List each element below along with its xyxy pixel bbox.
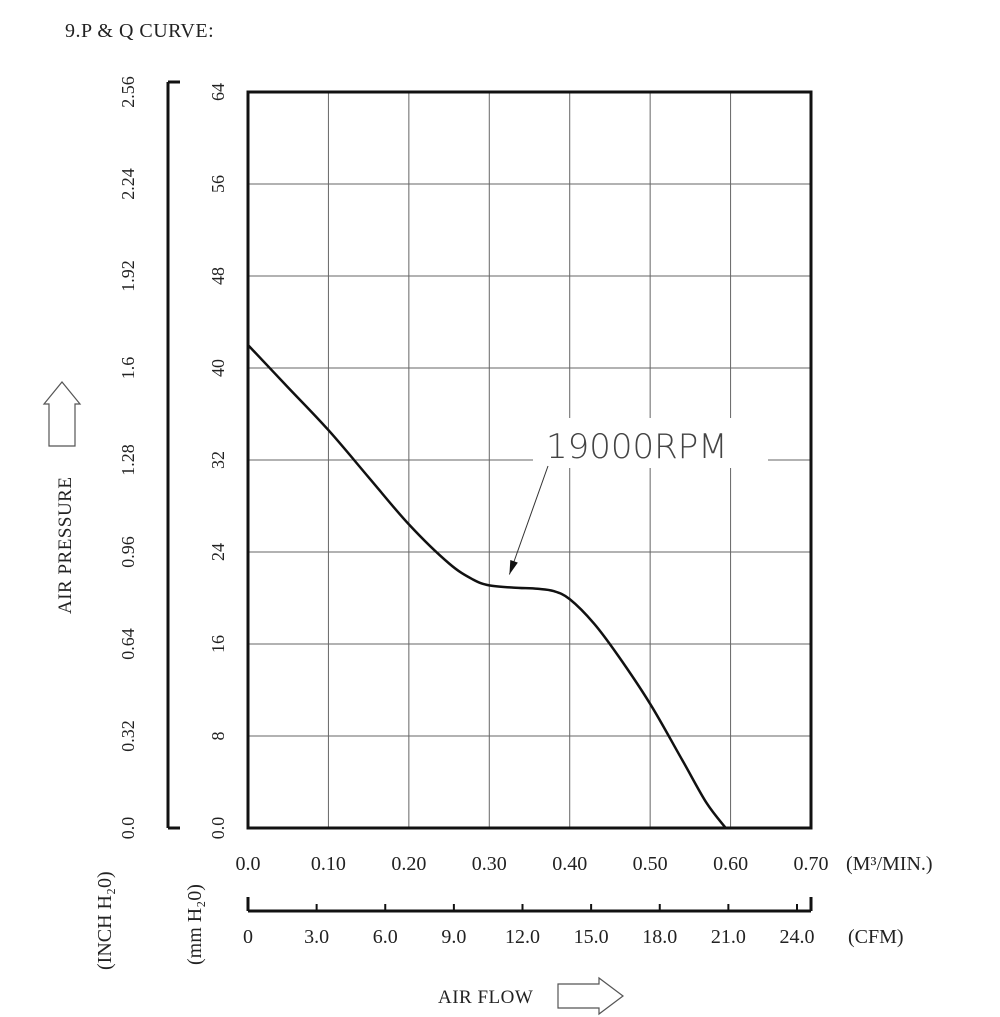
annotation-arrowhead bbox=[509, 559, 518, 575]
y-tick-label-inch: 1.28 bbox=[118, 444, 138, 476]
y-tick-label-inch: 0.64 bbox=[118, 628, 138, 660]
x-unit-cfm: (CFM) bbox=[848, 926, 904, 948]
y-ticks-inch: 0.0 0.32 0.64 0.96 1.28 1.6 1.92 2.24 2.56 bbox=[118, 76, 138, 839]
y-tick-label-mm: 16 bbox=[208, 635, 228, 653]
x-tick-label-m3: 0.30 bbox=[472, 853, 507, 875]
y-tick-label-mm: 64 bbox=[208, 83, 228, 101]
y-tick-label-mm: 40 bbox=[208, 359, 228, 377]
y-tick-label-mm: 32 bbox=[208, 451, 228, 469]
y-tick-label-mm: 24 bbox=[208, 543, 228, 561]
y-tick-label-inch: 0.96 bbox=[118, 536, 138, 568]
y-tick-label-inch: 1.92 bbox=[118, 260, 138, 292]
y-ticks-mm: 0.0 8 16 24 32 40 48 56 64 bbox=[208, 83, 228, 839]
y-tick-label-inch: 0.32 bbox=[118, 720, 138, 752]
y-tick-label-mm: 8 bbox=[208, 732, 228, 741]
y-tick-label-mm: 48 bbox=[208, 267, 228, 285]
y-axis-label: AIR PRESSURE bbox=[55, 477, 76, 614]
y-tick-label-mm: 56 bbox=[208, 175, 228, 193]
x-unit-m3: (M³/MIN.) bbox=[846, 853, 933, 875]
plot-frame bbox=[246, 90, 813, 830]
y-unit-inch: (INCH H₂0) bbox=[94, 871, 116, 970]
y-tick-label-inch: 1.6 bbox=[118, 357, 138, 380]
arrow-up-icon bbox=[42, 381, 82, 447]
x-tick-label-m3: 0.50 bbox=[633, 853, 668, 875]
annotation-leader bbox=[508, 465, 549, 575]
x-tick-label-cfm: 21.0 bbox=[711, 926, 746, 948]
x-tick-label-cfm: 24.0 bbox=[780, 926, 815, 948]
x-tick-label-cfm: 9.0 bbox=[441, 926, 466, 948]
x-tick-label-m3: 0.40 bbox=[552, 853, 587, 875]
x-ticks-cfm: 0 3.0 6.0 9.0 12.0 15.0 18.0 21.0 24.0 bbox=[243, 904, 815, 948]
chart-title: 9.P & Q CURVE: bbox=[65, 20, 214, 42]
arrow-right-icon bbox=[557, 976, 624, 1016]
y-tick-label-inch: 0.0 bbox=[118, 817, 138, 840]
series-line-19000rpm bbox=[247, 344, 727, 829]
x-tick-label-cfm: 18.0 bbox=[642, 926, 677, 948]
x-tick-label-m3: 0.60 bbox=[713, 853, 748, 875]
y-tick-label-mm: 0.0 bbox=[208, 817, 228, 840]
x-tick-label-cfm: 3.0 bbox=[304, 926, 329, 948]
x-tick-label-cfm: 6.0 bbox=[373, 926, 398, 948]
x-tick-label-m3: 0.10 bbox=[311, 853, 346, 875]
x-axis-label: AIR FLOW bbox=[438, 987, 533, 1008]
y-unit-mm: (mm H₂0) bbox=[184, 884, 206, 965]
y-tick-label-inch: 2.56 bbox=[118, 76, 138, 108]
annotation-mask bbox=[533, 418, 768, 468]
x-tick-label-cfm: 0 bbox=[243, 926, 253, 948]
y-tick-label-inch: 2.24 bbox=[118, 168, 138, 200]
x-tick-label-m3: 0.0 bbox=[236, 853, 261, 875]
x-tick-label-m3: 0.70 bbox=[794, 853, 829, 875]
x-ticks-m3: 0.0 0.10 0.20 0.30 0.40 0.50 0.60 0.70 bbox=[236, 853, 829, 875]
x-tick-label-m3: 0.20 bbox=[391, 853, 426, 875]
x-tick-label-cfm: 15.0 bbox=[574, 926, 609, 948]
annotation-label: 19000RPM bbox=[546, 427, 728, 467]
x-tick-label-cfm: 12.0 bbox=[505, 926, 540, 948]
